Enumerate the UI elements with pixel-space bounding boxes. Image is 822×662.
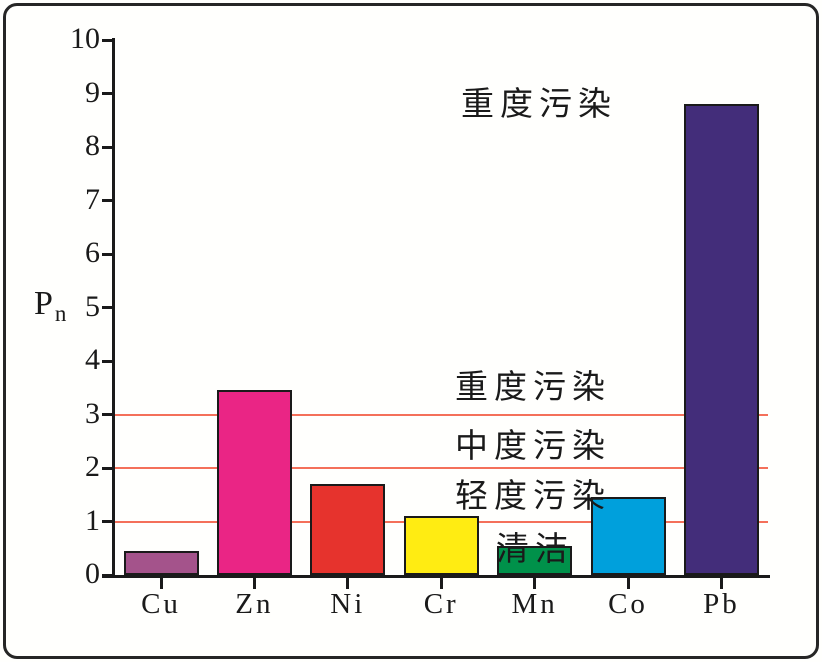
y-tick-5 xyxy=(102,306,113,309)
bar-pb xyxy=(683,104,759,575)
bar-zn xyxy=(216,390,292,575)
x-label-ni: Ni xyxy=(330,588,366,620)
y-label-7: 7 xyxy=(85,182,100,216)
bar-mn xyxy=(497,545,573,575)
bar-ni xyxy=(310,484,386,575)
x-axis-line xyxy=(102,575,770,578)
bar-cu xyxy=(123,550,199,575)
x-tick-mn xyxy=(533,578,537,589)
x-tick-zn xyxy=(252,578,256,589)
y-axis-title-subscript: n xyxy=(54,301,67,326)
y-tick-4 xyxy=(102,359,113,363)
y-label-2: 2 xyxy=(85,450,100,483)
y-tick-2 xyxy=(102,466,113,470)
annotation-2: 重度污染 xyxy=(455,370,611,406)
y-axis-title: Pn xyxy=(34,285,66,327)
annotation-3: 中度污染 xyxy=(455,429,611,465)
y-label-0: 0 xyxy=(85,557,100,590)
y-tick-9 xyxy=(102,92,113,95)
annotation-4: 轻度污染 xyxy=(455,479,611,515)
y-label-3: 3 xyxy=(85,396,100,430)
x-label-co: Co xyxy=(608,588,648,620)
y-tick-6 xyxy=(102,252,113,256)
y-label-10: 10 xyxy=(70,22,100,55)
x-tick-cr xyxy=(439,578,443,589)
x-label-zn: Zn xyxy=(235,588,274,620)
y-tick-1 xyxy=(102,520,113,523)
annotation-1: 重度污染 xyxy=(461,87,617,123)
bar-co xyxy=(590,497,666,575)
y-label-4: 4 xyxy=(85,343,100,376)
y-label-5: 5 xyxy=(85,289,100,323)
x-label-cr: Cr xyxy=(423,588,459,620)
y-tick-10 xyxy=(102,38,113,42)
x-label-pb: Pb xyxy=(703,588,740,620)
y-label-9: 9 xyxy=(85,75,100,109)
x-tick-ni xyxy=(346,578,350,589)
annotation-5: 清洁 xyxy=(496,532,574,568)
y-axis-line xyxy=(112,38,115,578)
y-label-1: 1 xyxy=(85,503,100,537)
y-label-8: 8 xyxy=(85,129,100,162)
bar-cr xyxy=(403,516,479,575)
x-tick-co xyxy=(626,578,630,589)
y-label-6: 6 xyxy=(85,236,100,269)
x-tick-cu xyxy=(159,578,163,589)
y-tick-3 xyxy=(102,413,113,416)
y-tick-7 xyxy=(102,199,113,202)
threshold-line-3 xyxy=(115,413,768,416)
x-label-cu: Cu xyxy=(141,588,181,620)
x-label-mn: Mn xyxy=(511,588,558,620)
threshold-line-2 xyxy=(115,467,768,469)
y-tick-8 xyxy=(102,145,113,149)
x-tick-pb xyxy=(719,578,723,589)
y-axis-title-base: P xyxy=(34,285,53,322)
